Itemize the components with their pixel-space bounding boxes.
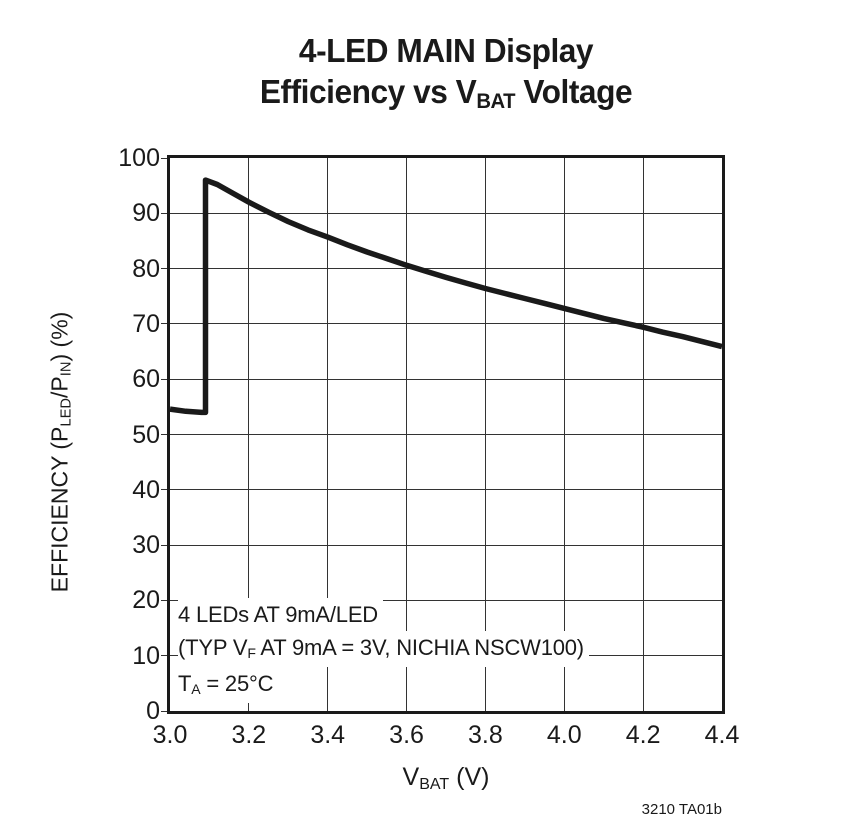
annotation-line2-tail: AT 9mA = 3V, NICHIA NSCW100): [255, 635, 584, 660]
chart-title-line2: Efficiency vs VBAT Voltage: [181, 71, 711, 117]
y-axis-label: EFFICIENCY (PLED/PIN) (%): [46, 311, 75, 593]
x-tick-label: 3.0: [152, 721, 188, 749]
y-tick-mark: [161, 599, 167, 601]
x-axis-label-tail: (V): [449, 763, 490, 791]
y-tick-mark: [161, 655, 167, 657]
gridline-horizontal: [170, 378, 722, 380]
efficiency-curve: [169, 177, 723, 416]
gridline-horizontal: [170, 268, 722, 270]
y-tick-label: 0: [146, 697, 160, 725]
x-tick-label: 3.6: [389, 721, 424, 749]
y-tick-mark: [161, 212, 167, 214]
x-tick-label: 4.0: [546, 721, 582, 749]
chart-title-line2-text: Efficiency vs V: [259, 73, 477, 110]
efficiency-curve-line: [169, 177, 723, 416]
x-axis-label: VBAT (V): [170, 763, 722, 793]
vbat-subscript: BAT: [476, 89, 516, 113]
gridline-horizontal: [170, 489, 722, 491]
gridline-horizontal: [170, 544, 722, 546]
chart-title: 4-LED MAIN Display Efficiency vs VBAT Vo…: [181, 30, 711, 117]
y-tick-label: 30: [132, 531, 160, 560]
x-axis-label-text: V: [402, 763, 420, 791]
pin-subscript: IN: [58, 361, 75, 377]
annotation-line2-text: (TYP V: [178, 635, 248, 660]
y-tick-label: 10: [132, 641, 160, 670]
x-tick-label: 3.2: [231, 721, 267, 749]
chart-title-line1: 4-LED MAIN Display: [298, 32, 594, 69]
y-axis-label-mid: /P: [46, 376, 73, 398]
x-tick-label: 4.4: [704, 721, 740, 749]
y-axis-label-text: EFFICIENCY (P: [46, 426, 73, 593]
figure-id: 3210 TA01b: [641, 801, 722, 818]
vbat-axis-subscript: BAT: [419, 775, 450, 793]
pled-subscript: LED: [58, 397, 75, 427]
annotation-line3-tail: = 25°C: [200, 671, 274, 696]
vf-subscript: F: [247, 645, 256, 662]
y-tick-label: 100: [118, 144, 160, 172]
y-tick-label: 90: [132, 199, 160, 228]
y-tick-mark: [161, 544, 167, 546]
chart-title-line2-tail: Voltage: [515, 73, 633, 110]
plot-area: 4 LEDs AT 9mA/LED (TYP VF AT 9mA = 3V, N…: [161, 155, 725, 714]
y-tick-mark: [161, 710, 167, 712]
x-tick-label: 3.4: [310, 721, 346, 749]
annotation-line3: TA = 25°C: [178, 667, 279, 703]
gridline-horizontal: [170, 434, 722, 435]
ta-subscript: A: [191, 681, 201, 698]
y-tick-mark: [161, 378, 167, 380]
y-tick-label: 70: [132, 309, 160, 338]
y-tick-label: 80: [132, 254, 160, 283]
gridline-horizontal: [170, 212, 722, 214]
x-tick-label: 4.2: [625, 721, 661, 749]
y-tick-label: 20: [132, 586, 160, 615]
y-tick-label: 40: [132, 475, 160, 504]
gridline-horizontal: [170, 599, 722, 601]
y-tick-label: 50: [132, 420, 160, 449]
y-tick-mark: [161, 434, 167, 435]
annotation-line2: (TYP VF AT 9mA = 3V, NICHIA NSCW100): [178, 631, 589, 667]
y-axis-label-tail: ) (%): [46, 311, 73, 362]
y-tick-mark: [161, 323, 167, 325]
annotation-line3-text: T: [178, 671, 192, 696]
annotation-line1: 4 LEDs AT 9mA/LED: [178, 598, 383, 631]
gridline-horizontal: [170, 323, 722, 325]
y-tick-mark: [161, 268, 167, 270]
y-tick-mark: [161, 157, 167, 159]
conditions-annotation: 4 LEDs AT 9mA/LED (TYP VF AT 9mA = 3V, N…: [178, 598, 589, 703]
y-tick-mark: [161, 489, 167, 491]
y-tick-label: 60: [132, 365, 160, 394]
x-tick-label: 3.8: [468, 721, 503, 749]
